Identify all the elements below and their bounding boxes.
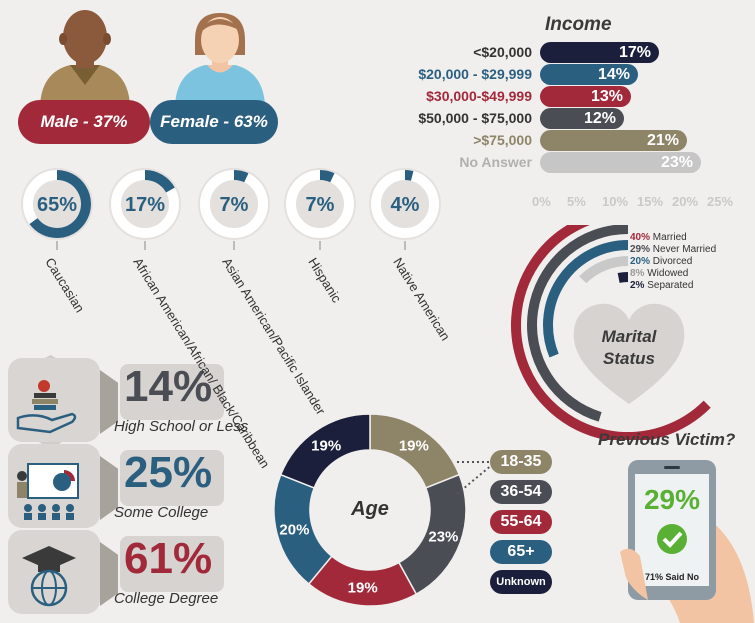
education-percent: 14% <box>124 362 213 411</box>
income-title: Income <box>545 14 612 35</box>
income-bar: 17% <box>540 42 659 63</box>
male-pill: Male - 37% <box>18 100 150 144</box>
graduation-globe-icon <box>22 546 76 607</box>
marital-title: Marital Status <box>570 326 688 370</box>
marital-legend-pct: 29% <box>630 244 653 255</box>
marital-legend-label: Divorced <box>652 256 693 267</box>
age-slice-label: 19% <box>399 437 429 454</box>
age-legend-tag: 18-35 <box>490 450 552 474</box>
marital-legend-row: 29% Never Married <box>630 244 716 255</box>
education-percent: 61% <box>124 534 213 583</box>
marital-legend-pct: 2% <box>630 280 648 291</box>
ethnicity-pct-label: 17% <box>125 194 165 216</box>
marital-arc <box>511 225 711 440</box>
ethnicity-donut-arc <box>29 170 91 238</box>
age-slice-label: 19% <box>311 437 341 454</box>
age-legend-tag: 55-64 <box>490 510 552 534</box>
income-category-label: No Answer <box>459 154 532 170</box>
marital-title-line1: Marital <box>601 327 657 346</box>
education-label: Some College <box>114 504 209 521</box>
marital-legend-pct: 20% <box>630 256 653 267</box>
education-label: High School or Less <box>114 418 249 435</box>
marital-legend-pct: 8% <box>630 268 648 279</box>
marital-arc <box>579 256 629 284</box>
marital-legend-label: Separated <box>647 280 694 291</box>
education-arrow-1 <box>100 370 118 434</box>
ethnicity-category-label: Asian American/Pacific Islander <box>219 255 329 418</box>
age-donut: 19% 23% 19% 20% 19% <box>273 413 467 607</box>
age-slice-label: 20% <box>279 521 309 538</box>
income-tick-label: 25% <box>707 194 734 209</box>
ethnicity-category-label: Caucasian <box>42 255 88 316</box>
books-hand-icon <box>16 380 77 434</box>
education-num-bg-2 <box>120 450 224 506</box>
ethnicity-pct-label: 7% <box>306 194 335 216</box>
ethnicity-donut-arc <box>144 170 175 193</box>
ethnicity-pct-label: 4% <box>391 194 420 216</box>
marital-legend-row: 2% Separated <box>630 280 693 291</box>
education-arrow-3 <box>100 542 118 606</box>
marital-legend-label: Widowed <box>647 268 689 279</box>
education-num-bg-3 <box>120 536 224 592</box>
income-category-label: <$20,000 <box>473 44 532 60</box>
marital-arc <box>543 240 629 358</box>
ethnicity-category-label: Hispanic <box>305 255 345 306</box>
victim-sub: 71% Said No <box>644 572 700 582</box>
ethnicity-donuts: 65% 17% 7% 7% 4% <box>21 168 441 250</box>
income-tick-label: 10% <box>602 194 629 209</box>
income-category-label: $30,000-$49,999 <box>426 88 532 104</box>
income-bar: 23% <box>540 152 701 173</box>
income-tick-label: 0% <box>532 194 551 209</box>
marital-legend-row: 40% Married <box>630 232 687 243</box>
ethnicity-category-label: Native American <box>390 255 454 344</box>
marital-legend-pct: 40% <box>630 232 653 243</box>
female-avatar-icon <box>175 13 265 105</box>
age-legend-tag: 36-54 <box>490 480 552 504</box>
income-tick-label: 15% <box>637 194 664 209</box>
income-category-label: $50,000 - $75,000 <box>418 110 532 126</box>
income-tick-label: 5% <box>567 194 586 209</box>
marital-arcs <box>511 225 711 440</box>
income-category-label: $20,000 - $29,999 <box>418 66 532 82</box>
education-label: College Degree <box>114 590 219 607</box>
ethnicity-pct-label: 65% <box>37 194 77 216</box>
marital-legend-row: 20% Divorced <box>630 256 692 267</box>
income-bar: 12% <box>540 108 624 129</box>
age-title: Age <box>351 498 389 520</box>
phone-hand-icon <box>620 460 754 623</box>
victim-title: Previous Victim? <box>598 430 736 449</box>
presentation-icon <box>17 463 79 520</box>
ethnicity-pct-label: 7% <box>220 194 249 216</box>
education-num-bg-1 <box>120 364 224 420</box>
marital-legend-row: 8% Widowed <box>630 268 688 279</box>
age-slice-label: 19% <box>348 580 378 597</box>
marital-legend-label: Married <box>652 232 687 243</box>
marital-arc <box>617 272 629 283</box>
female-pill: Female - 63% <box>150 100 278 144</box>
age-legend-tag: 65+ <box>490 540 552 564</box>
marital-legend-label: Never Married <box>652 244 717 255</box>
income-category-label: >$75,000 <box>473 132 532 148</box>
ethnicity-donut-arc <box>319 170 335 183</box>
income-tick-label: 20% <box>672 194 699 209</box>
age-connector <box>456 461 494 495</box>
marital-arc <box>527 225 629 422</box>
ethnicity-donut-arc <box>233 170 249 183</box>
income-bar: 13% <box>540 86 631 107</box>
male-avatar-icon <box>40 10 130 105</box>
marital-title-line2: Status <box>603 349 655 368</box>
education-arrow-2 <box>100 456 118 520</box>
age-legend-tag: Unknown <box>490 570 552 594</box>
income-bar: 21% <box>540 130 687 151</box>
age-slice-label: 23% <box>428 528 458 545</box>
ethnicity-donut-arc <box>404 170 414 181</box>
age-slice <box>279 413 371 489</box>
victim-pct: 29% <box>643 484 701 515</box>
education-percent: 25% <box>124 448 213 497</box>
income-bar: 14% <box>540 64 638 85</box>
heart-icon <box>573 303 685 404</box>
